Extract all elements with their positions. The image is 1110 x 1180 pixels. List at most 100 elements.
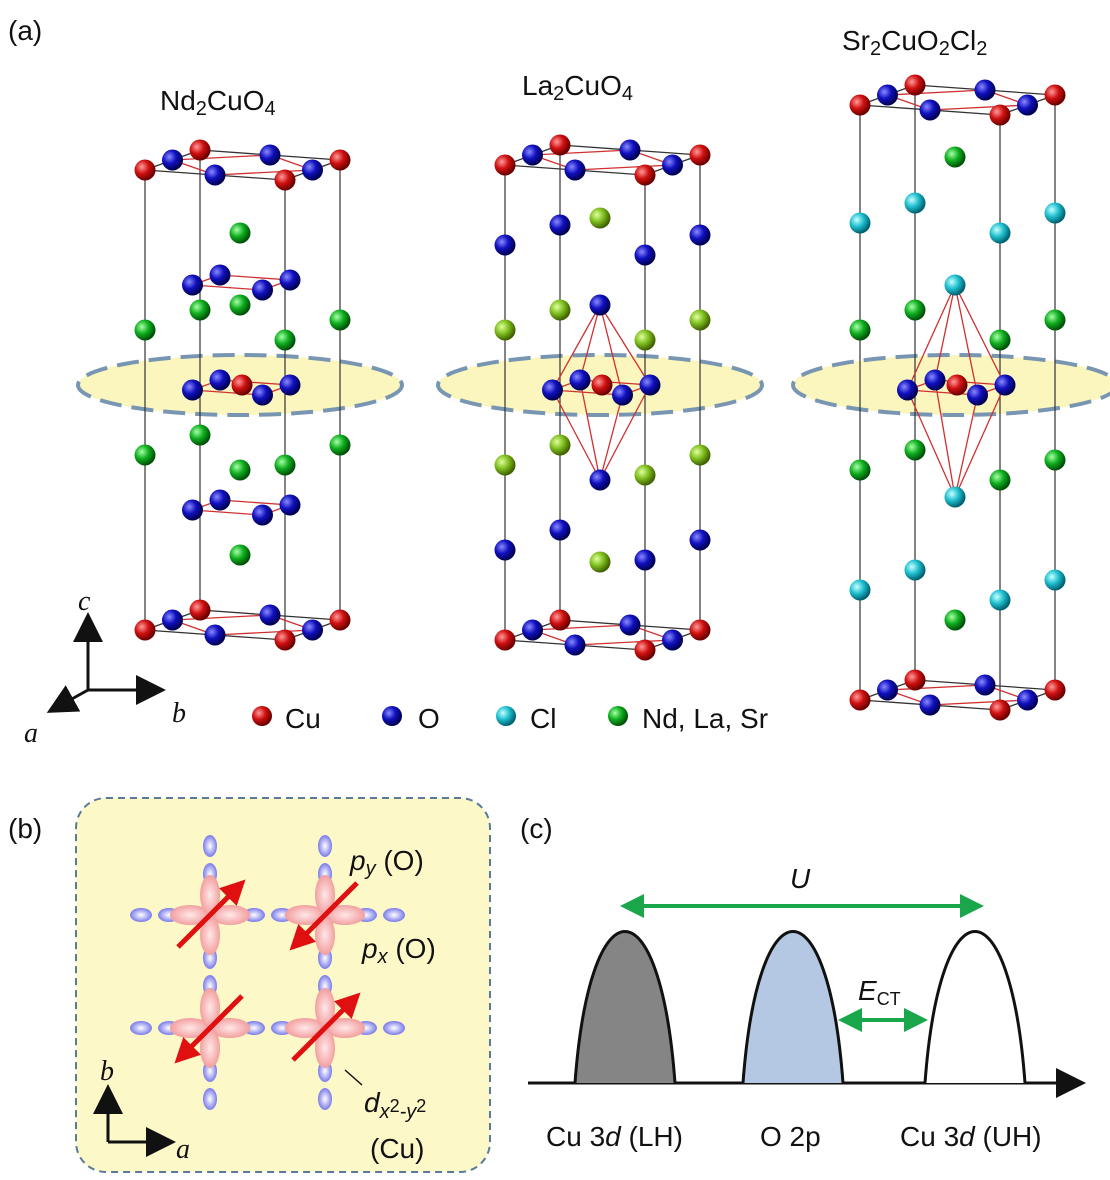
atom [210,265,231,286]
atom [690,310,711,331]
panel-label: (b) [8,813,42,844]
atom [905,670,926,691]
bond [575,165,673,170]
atom [990,223,1011,244]
formula: Sr2CuO2Cl2 [842,25,987,60]
bond [533,150,631,155]
bond [888,90,986,95]
atom [920,100,941,121]
atom [662,155,683,176]
atom [252,505,273,526]
legend-swatch [496,706,516,726]
orbital-lobe [130,908,152,922]
atom [1045,570,1066,591]
axis-label: b [172,698,186,729]
orbital-lobe [203,1088,217,1110]
atom [190,600,211,621]
formula: La2CuO4 [522,70,633,105]
panel-label: (a) [8,15,42,46]
atom [590,552,611,573]
orbital-lobe [383,908,405,922]
atom [905,440,926,461]
bond [215,170,313,175]
atom [925,370,946,391]
bond [193,510,263,515]
atom [280,270,301,291]
legend-swatch [252,706,272,726]
bond [173,155,271,160]
atom [945,147,966,168]
atom [550,520,571,541]
atom [565,635,586,656]
atom [590,470,611,491]
axis-label: b [100,1056,114,1087]
atom [877,680,898,701]
atom [662,630,683,651]
atom [135,160,156,181]
atom [135,445,156,466]
atom [190,300,211,321]
atom [990,330,1011,351]
atom [550,215,571,236]
atom [280,495,301,516]
atom [905,300,926,321]
atom [850,320,871,341]
atom [590,208,611,229]
atom [690,145,711,166]
atom [280,375,301,396]
atom [635,640,656,661]
atom [162,150,183,171]
legend: Cu O Cl Nd, La, Sr [252,703,768,734]
formula: Nd2CuO4 [160,85,276,120]
atom [565,160,586,181]
atom [275,170,296,191]
bond [575,640,673,645]
atom [190,140,211,161]
orbital-label: px (O) [361,933,436,968]
legend-label: Cl [530,703,556,734]
atom [690,225,711,246]
atom [1045,310,1066,331]
bond [215,630,313,635]
bond [888,685,986,690]
atom [495,235,516,256]
axis-label: a [24,718,38,749]
atom [495,630,516,651]
atom [330,610,351,631]
atom [252,385,273,406]
atom [230,295,251,316]
atom [635,465,656,486]
atom [495,540,516,561]
atom [135,620,156,641]
orbital-lobe [203,835,217,857]
atom [550,610,571,631]
atom [182,380,203,401]
atom [967,385,988,406]
atom [275,330,296,351]
atom [975,80,996,101]
band-hump [575,932,675,1084]
atom [1045,450,1066,471]
atom [945,487,966,508]
atom [850,690,871,711]
atom [302,160,323,181]
atom [230,223,251,244]
crystal-structures [78,75,1110,721]
atom [612,385,633,406]
legend-swatch [382,706,402,726]
atom [947,375,968,396]
orbital-label: (Cu) [370,1133,424,1164]
atom [495,155,516,176]
legend-swatch [608,706,628,726]
atom [990,470,1011,491]
orbital-label: py (O) [349,845,424,880]
atom [302,620,323,641]
atom [877,85,898,106]
atom [945,275,966,296]
atom [990,105,1011,126]
atom [190,425,211,446]
band-hump [743,932,843,1084]
atom [1017,95,1038,116]
atom [232,375,253,396]
orbital-lobe [383,1021,405,1035]
